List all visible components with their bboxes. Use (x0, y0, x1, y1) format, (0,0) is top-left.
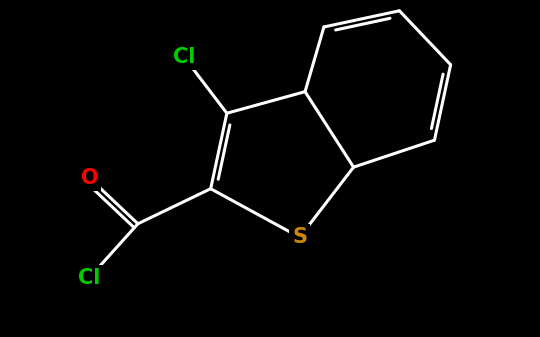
Text: Cl: Cl (78, 268, 100, 288)
Text: Cl: Cl (173, 47, 195, 67)
Text: O: O (80, 168, 98, 188)
Text: S: S (292, 227, 307, 247)
